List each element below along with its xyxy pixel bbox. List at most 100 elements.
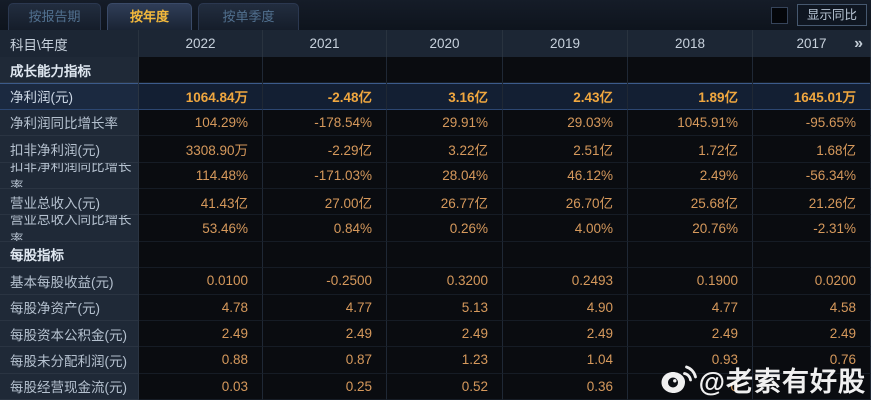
show-yoy-checkbox[interactable]	[770, 6, 788, 24]
row-label: 每股资本公积金(元)	[0, 320, 139, 348]
empty-cell	[628, 241, 753, 269]
show-yoy-label[interactable]: 显示同比	[796, 4, 867, 26]
cell-2020: 28.04%	[387, 162, 503, 189]
empty-cell	[139, 241, 263, 269]
cell-2017: 1645.01万	[753, 83, 871, 110]
cell-2018: 25.68亿	[628, 188, 753, 216]
cell-2017: 0.76	[753, 347, 871, 374]
empty-cell	[753, 57, 871, 84]
cell-2021: -2.48亿	[263, 83, 387, 110]
row-label: 基本每股收益(元)	[0, 268, 139, 295]
cell-2021: 2.49	[263, 320, 387, 348]
empty-cell	[387, 241, 503, 269]
tab-bar: 按报告期 按年度 按单季度 显示同比	[0, 0, 871, 30]
cell-2017: 4.58	[753, 294, 871, 321]
cell-2022: 114.48%	[139, 162, 263, 189]
empty-cell	[263, 241, 387, 269]
row-label: 每股未分配利润(元)	[0, 347, 139, 374]
cell-2018: 2.49	[628, 320, 753, 348]
cell-2017: 1.68亿	[753, 136, 871, 163]
cell-2019: 0.2493	[503, 268, 628, 295]
table-row-operating-cashflow-per-share: 每股经营现金流(元) 0.03 0.25 0.52 0.36 0	[0, 373, 871, 400]
cell-2017: 2.49	[753, 320, 871, 348]
cell-2022: 4.78	[139, 294, 263, 321]
tab-report-period[interactable]: 按报告期	[8, 3, 101, 30]
cell-2020: 2.49	[387, 320, 503, 348]
table-row-deducted-net-profit: 扣非净利润(元) 3308.90万 -2.29亿 3.22亿 2.51亿 1.7…	[0, 136, 871, 163]
table-row-total-revenue: 营业总收入(元) 41.43亿 27.00亿 26.77亿 26.70亿 25.…	[0, 188, 871, 216]
cell-2022: 0.0100	[139, 268, 263, 295]
row-label: 净利润同比增长率	[0, 109, 139, 137]
cell-2020: 29.91%	[387, 109, 503, 137]
cell-2018: 0	[628, 373, 753, 400]
cell-2022: 53.46%	[139, 215, 263, 242]
cell-2019: 2.43亿	[503, 83, 628, 110]
cell-2018: 1.72亿	[628, 136, 753, 163]
yoy-controls: 显示同比	[770, 4, 867, 26]
table-row-net-asset-per-share: 每股净资产(元) 4.78 4.77 5.13 4.90 4.77 4.58	[0, 294, 871, 321]
cell-2022: 1064.84万	[139, 83, 263, 110]
cell-2022: 3308.90万	[139, 136, 263, 163]
cell-2021: 0.84%	[263, 215, 387, 242]
cell-2021: -0.2500	[263, 268, 387, 295]
cell-2021: 0.87	[263, 347, 387, 374]
year-header-2020[interactable]: 2020	[387, 30, 503, 57]
more-years-chevron-icon[interactable]: »	[854, 34, 863, 52]
table-row-total-revenue-yoy: 营业总收入同比增长率 53.46% 0.84% 0.26% 4.00% 20.7…	[0, 215, 871, 242]
cell-2022: 2.49	[139, 320, 263, 348]
cell-2019: 1.04	[503, 347, 628, 374]
table-row-basic-eps: 基本每股收益(元) 0.0100 -0.2500 0.3200 0.2493 0…	[0, 268, 871, 295]
year-header-2018[interactable]: 2018	[628, 30, 753, 57]
cell-2020: 0.3200	[387, 268, 503, 295]
cell-2022: 0.03	[139, 373, 263, 400]
year-header-2022[interactable]: 2022	[139, 30, 263, 57]
cell-2017: 0.0200	[753, 268, 871, 295]
cell-2021: -2.29亿	[263, 136, 387, 163]
year-header-2019[interactable]: 2019	[503, 30, 628, 57]
cell-2019: 46.12%	[503, 162, 628, 189]
empty-cell	[503, 241, 628, 269]
cell-2022: 104.29%	[139, 109, 263, 137]
cell-2020: 0.52	[387, 373, 503, 400]
cell-2021: 4.77	[263, 294, 387, 321]
corner-header: 科目\年度	[0, 30, 139, 57]
section-label: 成长能力指标	[0, 57, 139, 84]
year-header-2017[interactable]: 2017 »	[753, 30, 871, 57]
empty-cell	[503, 57, 628, 84]
cell-2019: 4.00%	[503, 215, 628, 242]
cell-2018: 20.76%	[628, 215, 753, 242]
cell-2017	[753, 373, 871, 400]
row-label: 扣非净利润(元)	[0, 136, 139, 163]
cell-2019: 2.49	[503, 320, 628, 348]
cell-2020: 1.23	[387, 347, 503, 374]
section-row-per-share: 每股指标	[0, 241, 871, 269]
table-row-net-profit-yoy: 净利润同比增长率 104.29% -178.54% 29.91% 29.03% …	[0, 109, 871, 137]
cell-2018: 1.89亿	[628, 83, 753, 110]
tab-single-quarter[interactable]: 按单季度	[198, 3, 299, 30]
cell-2017: 21.26亿	[753, 188, 871, 216]
row-label: 营业总收入同比增长率	[0, 215, 139, 242]
cell-2017: -56.34%	[753, 162, 871, 189]
tab-annual[interactable]: 按年度	[107, 3, 192, 30]
empty-cell	[139, 57, 263, 84]
cell-2019: 2.51亿	[503, 136, 628, 163]
cell-2018: 2.49%	[628, 162, 753, 189]
cell-2019: 29.03%	[503, 109, 628, 137]
row-label: 营业总收入(元)	[0, 188, 139, 216]
cell-2018: 0.1900	[628, 268, 753, 295]
cell-2021: 27.00亿	[263, 188, 387, 216]
table-row-deducted-net-profit-yoy: 扣非净利润同比增长率 114.48% -171.03% 28.04% 46.12…	[0, 162, 871, 189]
cell-2021: 0.25	[263, 373, 387, 400]
cell-2020: 5.13	[387, 294, 503, 321]
cell-2017: -95.65%	[753, 109, 871, 137]
empty-cell	[263, 57, 387, 84]
table-row-capital-reserve-per-share: 每股资本公积金(元) 2.49 2.49 2.49 2.49 2.49 2.49	[0, 320, 871, 348]
table-header-row: 科目\年度 2022 2021 2020 2019 2018 2017 »	[0, 30, 871, 57]
empty-cell	[387, 57, 503, 84]
row-label: 净利润(元)	[0, 83, 139, 110]
year-header-2021[interactable]: 2021	[263, 30, 387, 57]
cell-2017: -2.31%	[753, 215, 871, 242]
section-row-growth: 成长能力指标	[0, 57, 871, 84]
cell-2022: 41.43亿	[139, 188, 263, 216]
